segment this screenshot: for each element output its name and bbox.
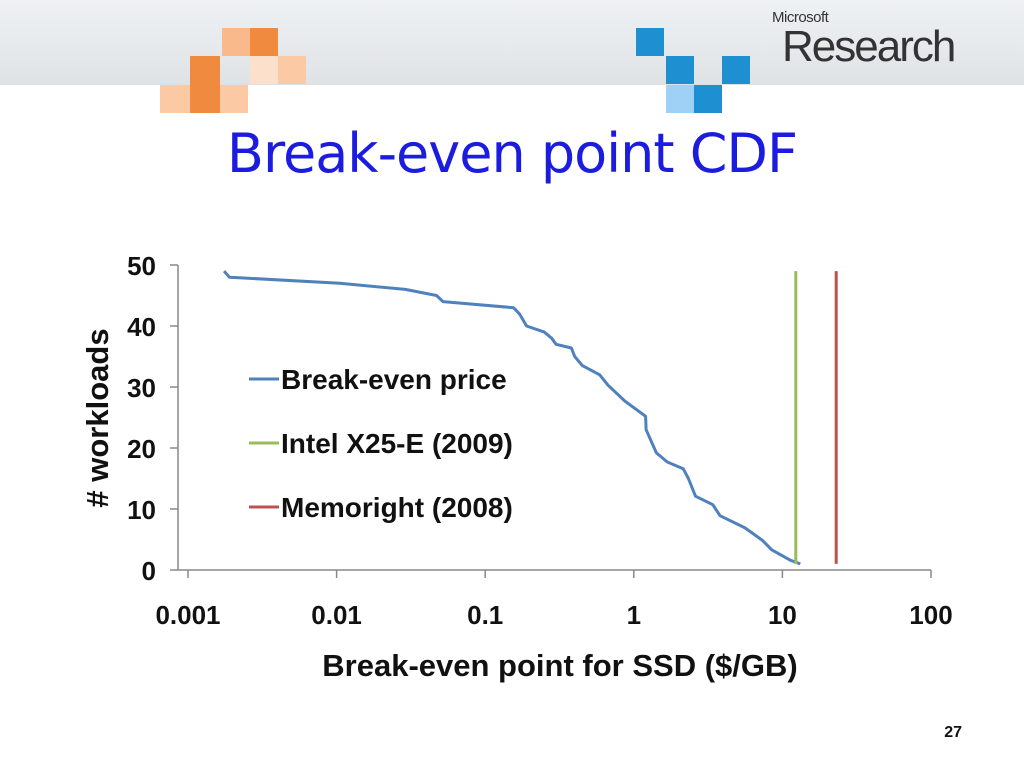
x-tick-label: 10 [768, 600, 797, 630]
legend-label-0: Break-even price [281, 364, 507, 395]
decor-square [666, 85, 694, 113]
x-tick-label: 100 [909, 600, 952, 630]
decor-square [220, 85, 248, 113]
legend-label-2: Memoright (2008) [281, 492, 513, 523]
decor-square [278, 56, 306, 84]
y-tick-label: 10 [127, 495, 156, 525]
decor-square [636, 28, 664, 56]
decor-square [694, 85, 722, 113]
logo-microsoft: Microsoft [772, 9, 829, 26]
x-tick-label: 1 [627, 600, 641, 630]
x-tick-label: 0.1 [467, 600, 503, 630]
decor-square [250, 56, 278, 84]
logo-research: Research [782, 22, 956, 71]
series-line-0 [222, 270, 801, 566]
decor-square [666, 56, 694, 84]
x-tick-label: 0.01 [311, 600, 362, 630]
decor-square [250, 28, 278, 56]
y-tick-label: 50 [127, 251, 156, 281]
decor-square [160, 85, 190, 113]
legend-label-1: Intel X25-E (2009) [281, 428, 513, 459]
y-tick-label: 20 [127, 434, 156, 464]
decor-square [722, 56, 750, 84]
y-tick-label: 40 [127, 312, 156, 342]
page-number: 27 [944, 724, 962, 741]
x-axis-label: Break-even point for SSD ($/GB) [322, 648, 797, 683]
header-banner: Microsoft Research [0, 0, 1024, 85]
y-tick-label: 30 [127, 373, 156, 403]
y-tick-label: 0 [142, 556, 156, 586]
slide-title: Break-even point CDF [226, 122, 798, 185]
y-axis-label: # workloads [80, 328, 115, 507]
x-tick-label: 0.001 [155, 600, 220, 630]
decor-square [222, 28, 250, 56]
decor-square [190, 56, 220, 113]
